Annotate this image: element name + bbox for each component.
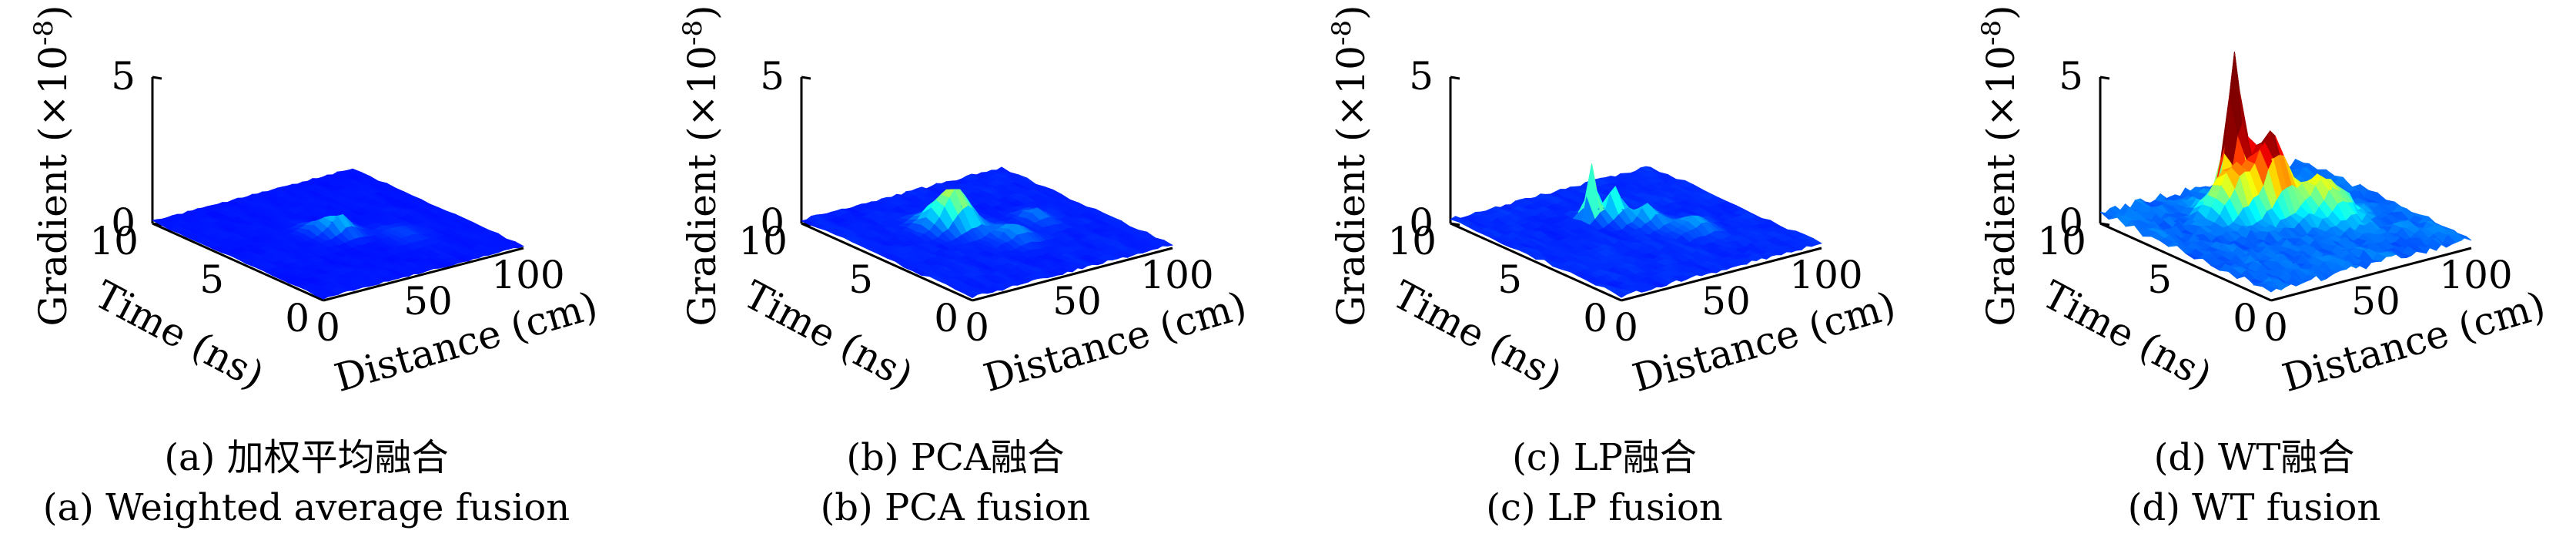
z-tick-label: 5 xyxy=(2059,54,2083,99)
surface-cell xyxy=(509,241,525,249)
z-tick-label: 5 xyxy=(111,54,135,99)
time-tick-label: 0 xyxy=(1583,296,1607,341)
caption-english: (c) LP fusion xyxy=(1486,486,1723,529)
surface-mesh xyxy=(800,166,1174,298)
distance-tick-label: 0 xyxy=(316,305,340,350)
distance-tick-label: 100 xyxy=(1789,253,1862,297)
time-tick-label: 5 xyxy=(2147,257,2172,302)
surface-mesh xyxy=(1450,163,1823,298)
time-tick-label: 10 xyxy=(2037,219,2086,263)
z-tick-label: 5 xyxy=(760,54,785,99)
caption-english: (b) PCA fusion xyxy=(821,486,1091,529)
z-tick-label: 5 xyxy=(1409,54,1434,99)
surface-mesh xyxy=(2099,52,2472,293)
distance-tick-label: 50 xyxy=(2351,279,2400,324)
time-tick-label: 5 xyxy=(848,257,873,302)
caption-chinese: (c) LP融合 xyxy=(1512,436,1697,479)
z-axis-label: Gradient (×10-8) xyxy=(1976,5,2023,326)
z-tick-label: 0 xyxy=(111,200,135,245)
time-tick-label: 0 xyxy=(2233,296,2257,341)
time-axis-line xyxy=(1450,222,1622,302)
time-axis-line xyxy=(152,222,324,302)
distance-tick-label: 0 xyxy=(2263,305,2288,350)
time-axis-label: Time (ns) xyxy=(1386,272,1569,398)
z-axis-label: Gradient (×10-8) xyxy=(1326,5,1373,326)
caption-english: (a) Weighted average fusion xyxy=(43,486,570,529)
distance-tick-label: 0 xyxy=(965,305,989,350)
z-tick-label: 0 xyxy=(1409,200,1434,245)
surface-mesh xyxy=(151,168,525,300)
surface-cell xyxy=(2457,233,2472,241)
time-tick-label: 10 xyxy=(738,219,788,263)
time-axis-label: Time (ns) xyxy=(88,272,271,398)
z-tick-label: 0 xyxy=(2059,200,2083,245)
caption-english: (d) WT fusion xyxy=(2128,486,2381,529)
z-tick xyxy=(2099,76,2110,80)
surface-cell xyxy=(1807,237,1823,246)
distance-axis-label: Distance (cm) xyxy=(1628,283,1900,401)
time-axis-label: Time (ns) xyxy=(2036,272,2219,398)
z-tick xyxy=(1450,76,1460,80)
z-tick xyxy=(152,76,162,80)
distance-tick-label: 100 xyxy=(491,253,564,297)
distance-axis-line xyxy=(972,247,1173,302)
caption-chinese: (a) 加权平均融合 xyxy=(164,436,448,479)
distance-axis-line xyxy=(323,247,524,302)
time-tick-label: 10 xyxy=(89,219,139,263)
distance-tick-label: 0 xyxy=(1614,305,1638,350)
distance-axis-label: Distance (cm) xyxy=(979,283,1251,401)
caption-chinese: (b) PCA融合 xyxy=(846,436,1064,479)
z-axis-label: Gradient (×10-8) xyxy=(677,5,724,326)
time-tick-label: 0 xyxy=(285,296,309,341)
caption-chinese: (d) WT融合 xyxy=(2154,436,2355,479)
distance-axis-line xyxy=(2270,247,2472,302)
time-tick-label: 5 xyxy=(1497,257,1522,302)
time-axis-line xyxy=(801,222,973,302)
time-tick-label: 0 xyxy=(934,296,958,341)
distance-tick-label: 50 xyxy=(1701,279,1751,324)
distance-tick-label: 100 xyxy=(1140,253,1213,297)
surface-cell xyxy=(1158,240,1174,247)
time-axis-line xyxy=(2099,222,2272,302)
z-tick-label: 0 xyxy=(760,200,785,245)
distance-tick-label: 50 xyxy=(1052,279,1102,324)
distance-axis-line xyxy=(1621,247,1822,302)
time-tick-label: 10 xyxy=(1387,219,1437,263)
distance-axis-label: Distance (cm) xyxy=(2277,283,2550,401)
distance-tick-label: 50 xyxy=(403,279,453,324)
time-axis-label: Time (ns) xyxy=(737,272,920,398)
z-tick xyxy=(801,76,811,80)
z-axis-label: Gradient (×10-8) xyxy=(28,5,75,326)
distance-tick-label: 100 xyxy=(2439,253,2512,297)
distance-axis-label: Distance (cm) xyxy=(330,283,602,401)
time-tick-label: 5 xyxy=(199,257,224,302)
